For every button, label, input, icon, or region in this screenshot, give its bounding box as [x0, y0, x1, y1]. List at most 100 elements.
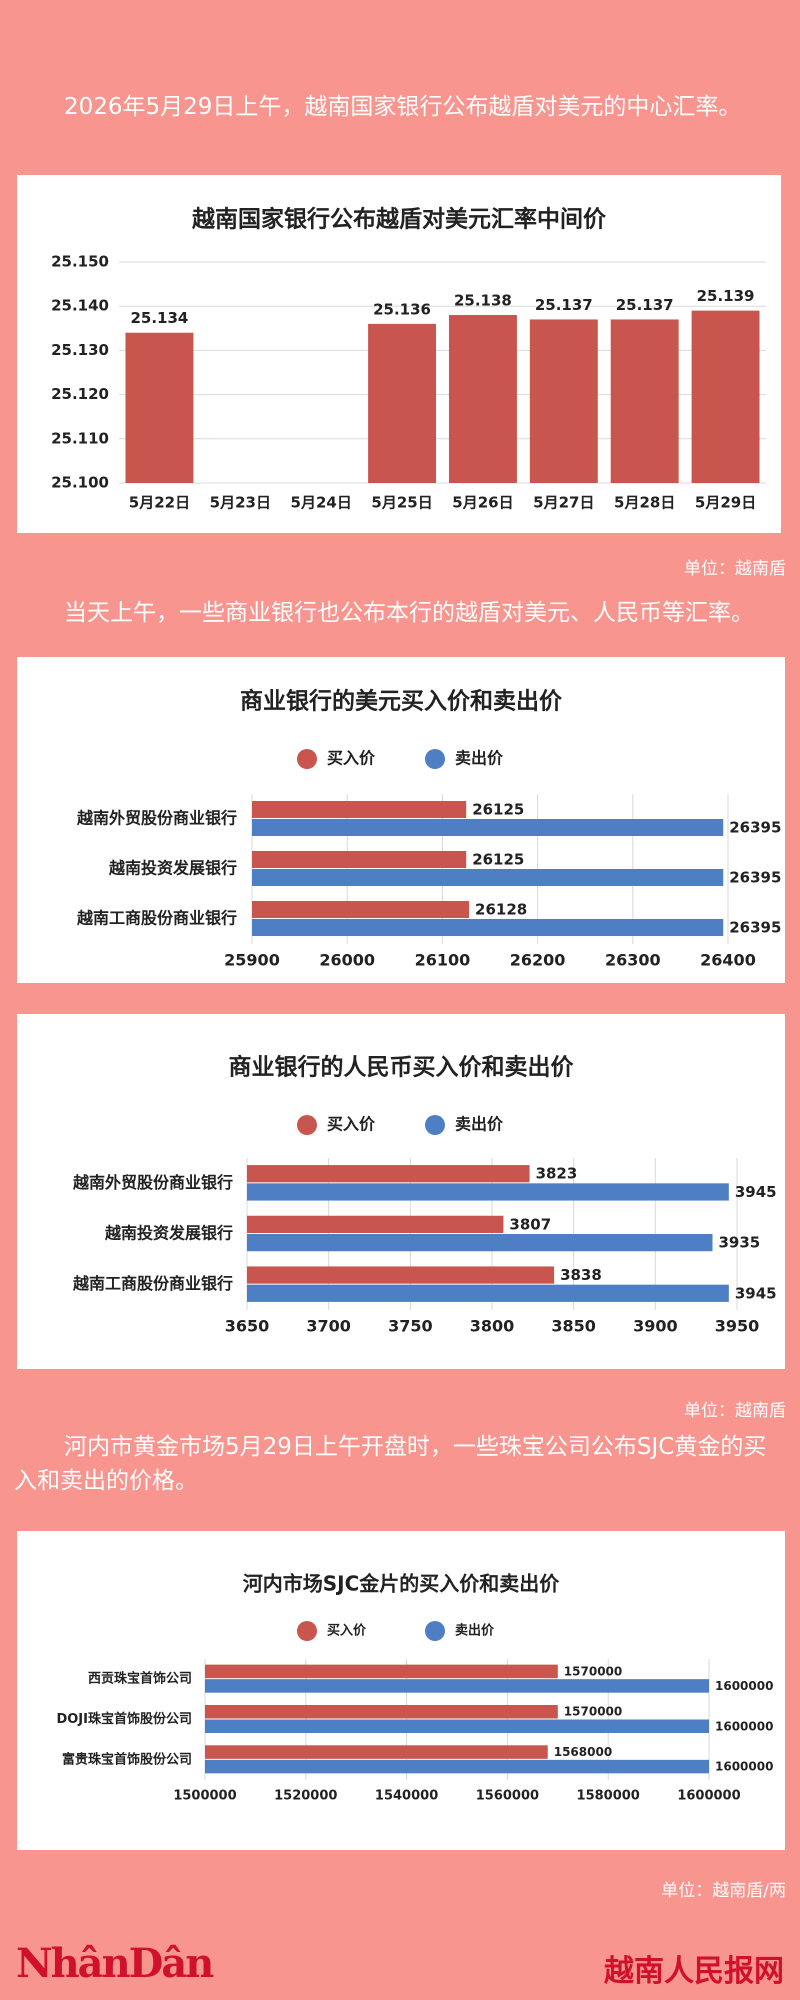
x-tick-label: 3700 — [306, 1317, 351, 1336]
category-label: 越南工商股份商业银行 — [76, 909, 237, 928]
category-label: 越南投资发展银行 — [104, 1224, 233, 1243]
value-label: 26395 — [729, 819, 781, 837]
value-label: 25.139 — [697, 287, 755, 305]
legend-label: 卖出价 — [455, 749, 504, 768]
category-label: 越南外贸股份商业银行 — [76, 809, 237, 828]
y-tick-label: 25.100 — [51, 474, 109, 492]
y-tick-label: 25.140 — [51, 297, 109, 315]
bar — [247, 1234, 713, 1252]
chart-title: 商业银行的美元买入价和卖出价 — [240, 688, 563, 715]
bar — [247, 1215, 504, 1233]
bar — [205, 1759, 709, 1774]
legend-label: 卖出价 — [455, 1115, 504, 1134]
x-tick-label: 1580000 — [577, 1789, 640, 1804]
chart-panel: 河内市场SJC金片的买入价和卖出价 1500000 1520000 1540000 15… — [17, 1531, 785, 1850]
category-label: DOJI珠宝首饰股份公司 — [56, 1711, 192, 1727]
x-tick-label: 1600000 — [677, 1789, 740, 1804]
x-tick-label: 3850 — [551, 1317, 596, 1336]
unit-note: 单位：越南盾 — [684, 559, 786, 579]
x-tick-label: 1500000 — [173, 1789, 236, 1804]
chart-title: 河内市场SJC金片的买入价和卖出价 — [243, 1572, 561, 1596]
bar — [205, 1679, 709, 1693]
y-tick-label: 25.110 — [51, 429, 109, 447]
x-tick-label: 5月24日 — [291, 494, 352, 512]
legend-label: 卖出价 — [455, 1623, 495, 1639]
value-label: 3945 — [735, 1183, 777, 1201]
category-label: 越南外贸股份商业银行 — [72, 1173, 233, 1192]
bar — [252, 851, 467, 868]
value-label: 1570000 — [564, 1705, 622, 1719]
legend-label: 买入价 — [327, 1624, 367, 1639]
x-tick-label: 3900 — [633, 1317, 678, 1336]
bar — [252, 901, 470, 918]
value-label: 3945 — [735, 1284, 777, 1302]
chart-title: 越南国家银行公布越盾对美元汇率中间价 — [192, 206, 607, 233]
x-tick-label: 25900 — [224, 951, 280, 970]
bar — [247, 1165, 530, 1183]
x-tick-label: 26200 — [510, 951, 566, 970]
legend-label: 买入价 — [327, 749, 376, 768]
x-tick-label: 3800 — [470, 1317, 515, 1336]
value-label: 3838 — [560, 1266, 602, 1284]
legend-label: 买入价 — [327, 1115, 376, 1134]
bar — [448, 315, 517, 483]
chart-panel: 越南国家银行公布越盾对美元汇率中间价 25.100 25.110 25.120 25.1… — [17, 175, 781, 533]
chart-title: 商业银行的人民币买入价和卖出价 — [229, 1054, 575, 1081]
x-tick-label: 3950 — [715, 1317, 760, 1336]
legend-marker — [425, 1621, 445, 1641]
legend-marker — [425, 749, 445, 769]
value-label: 25.137 — [616, 296, 674, 314]
x-tick-label: 5月23日 — [210, 494, 271, 512]
value-label: 26125 — [472, 851, 524, 869]
bar — [205, 1719, 709, 1734]
value-label: 3807 — [509, 1215, 551, 1233]
bar — [691, 310, 760, 483]
bar — [205, 1745, 548, 1759]
value-label: 26125 — [472, 801, 524, 819]
y-tick-label: 25.150 — [51, 253, 109, 271]
site-name: 越南人民报网 — [604, 1954, 784, 1989]
value-label: 26395 — [729, 919, 781, 937]
x-tick-label: 26100 — [415, 951, 471, 970]
value-label: 26128 — [475, 901, 527, 919]
x-tick-label: 26300 — [605, 951, 661, 970]
x-tick-label: 5月29日 — [695, 494, 756, 512]
unit-note: 单位：越南盾 — [684, 1401, 786, 1421]
x-tick-label: 26400 — [700, 951, 756, 970]
x-tick-label: 5月25日 — [371, 494, 432, 512]
x-tick-label: 5月28日 — [614, 494, 675, 512]
value-label: 25.137 — [535, 296, 593, 314]
bar — [125, 332, 194, 483]
x-tick-label: 26000 — [319, 951, 375, 970]
value-label: 25.136 — [373, 300, 431, 318]
chart-panel: 商业银行的人民币买入价和卖出价 3650 3700 3750 3800 3850 3900 3… — [17, 1014, 785, 1369]
bar — [252, 819, 724, 836]
value-label: 1570000 — [564, 1664, 622, 1678]
bar — [247, 1284, 729, 1302]
value-label: 25.138 — [454, 292, 512, 310]
bar — [529, 319, 598, 483]
paragraph: 河内市黄金市场5月29日上午开盘时，一些珠宝公司公布SJC黄金的买入和卖出的价格… — [14, 1434, 767, 1494]
legend-marker — [297, 1115, 317, 1135]
bar — [205, 1704, 558, 1719]
value-label: 1600000 — [715, 1760, 773, 1774]
x-tick-label: 1540000 — [375, 1789, 438, 1804]
value-label: 26395 — [729, 869, 781, 887]
value-label: 3823 — [536, 1165, 578, 1183]
x-tick-label: 5月22日 — [129, 494, 190, 512]
bar — [252, 919, 724, 936]
bar — [368, 323, 437, 483]
value-label: 1568000 — [554, 1745, 612, 1759]
y-tick-label: 25.130 — [51, 341, 109, 359]
bar — [610, 319, 679, 483]
category-label: 富贵珠宝首饰股份公司 — [62, 1751, 192, 1767]
paragraph: 当天上午，一些商业银行也公布本行的越盾对美元、人民币等汇率。 — [64, 600, 754, 626]
legend-marker — [425, 1115, 445, 1135]
bar — [247, 1266, 555, 1284]
value-label: 3935 — [719, 1234, 761, 1252]
value-label: 1600000 — [715, 1679, 773, 1693]
x-tick-label: 3650 — [225, 1317, 270, 1336]
bar — [247, 1183, 729, 1201]
unit-note: 单位：越南盾/两 — [661, 1881, 786, 1901]
